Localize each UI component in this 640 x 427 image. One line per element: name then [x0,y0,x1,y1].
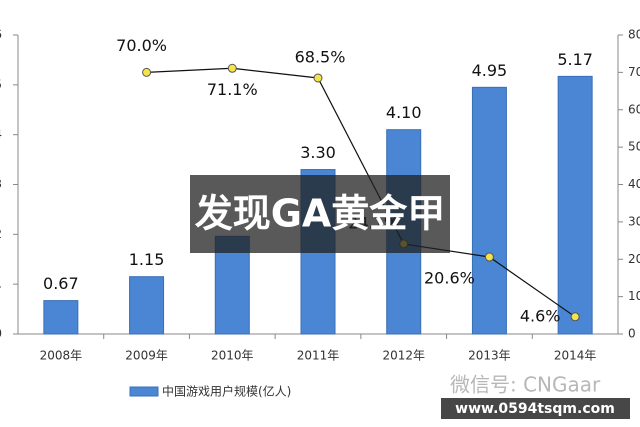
bar-value-label: 3.30 [300,143,336,162]
overlay-title: 发现GA黄金甲 [195,192,446,236]
y2-tick-label: 80 [628,28,640,42]
bar-value-label: 0.67 [43,274,79,293]
line-point [313,73,323,83]
y2-tick-label: 20 [628,252,640,266]
line-value-label: 71.1% [207,80,258,99]
y-tick-label: 2 [0,227,2,241]
line-value-label: 4.6% [520,306,561,325]
line-value-label: 70.0% [116,36,167,55]
y-tick-label: 5 [0,77,2,91]
y-tick-label: 4 [0,127,2,141]
bar [43,300,79,335]
line-point [142,67,152,77]
line-point [227,63,237,73]
bar-value-label: 5.17 [557,50,593,69]
y2-tick-label: 70 [628,65,640,79]
legend-swatch [129,386,159,397]
y-tick-label: 6 [0,28,2,42]
y2-tick-label: 10 [628,289,640,303]
y2-tick-label: 30 [628,214,640,228]
y2-tick-label: 60 [628,102,640,116]
watermark: 微信号: CNGaar [450,373,601,397]
footer-url: www.0594tsqm.com [455,401,615,417]
bar-value-label: 4.10 [386,103,422,122]
y-tick-label: 0 [0,327,2,341]
footer-box [441,398,630,419]
bar-value-label: 4.95 [472,61,508,80]
x-tick-label: 2010年 [211,349,254,363]
x-tick-label: 2008年 [40,349,83,363]
y2-tick-label: 40 [628,177,640,191]
bar [557,75,593,335]
bar [129,276,165,335]
line-point [570,312,580,322]
y2-tick-label: 0 [628,327,636,341]
x-tick-label: 2011年 [297,349,340,363]
y-tick-label: 1 [0,277,2,291]
line-value-label: 20.6% [424,269,475,288]
x-tick-label: 2009年 [125,349,168,363]
bar [471,86,507,335]
overlay-band [190,175,450,253]
y-tick-label: 3 [0,177,2,191]
x-tick-label: 2014年 [554,349,597,363]
line-point [484,252,494,262]
legend-label: 中国游戏用户规模(亿人) [162,384,291,399]
x-tick-label: 2012年 [382,349,425,363]
line [146,67,576,318]
bar-value-label: 1.15 [129,250,165,269]
y2-tick-label: 50 [628,140,640,154]
line-value-label: 68.5% [295,47,346,66]
x-tick-label: 2013年 [468,349,511,363]
